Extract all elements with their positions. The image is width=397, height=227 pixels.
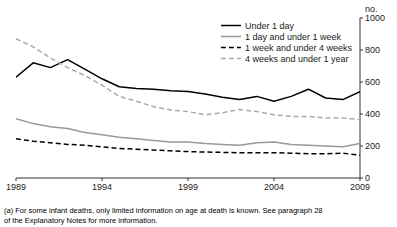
legend-swatch bbox=[221, 25, 241, 27]
y-tick-label: 600 bbox=[365, 77, 380, 87]
y-tick bbox=[360, 50, 363, 51]
y-tick-label: 200 bbox=[365, 141, 380, 151]
legend-swatch bbox=[221, 58, 241, 60]
y-tick bbox=[360, 178, 363, 179]
y-tick-label: 0 bbox=[365, 173, 370, 183]
legend-label: 4 weeks and under 1 year bbox=[245, 54, 349, 64]
legend-label: 1 day and under 1 week bbox=[245, 32, 342, 42]
x-tick-label: 1989 bbox=[6, 182, 26, 192]
legend-label: Under 1 day bbox=[245, 21, 295, 31]
y-tick-label: 1000 bbox=[365, 13, 385, 23]
x-tick bbox=[274, 178, 275, 181]
legend-label: 1 week and under 4 weeks bbox=[245, 43, 353, 53]
y-tick bbox=[360, 114, 363, 115]
y-tick bbox=[360, 82, 363, 83]
x-tick-label: 1994 bbox=[92, 182, 112, 192]
legend-swatch bbox=[221, 36, 241, 38]
x-tick bbox=[16, 178, 17, 181]
series-line bbox=[16, 60, 360, 102]
y-axis-line bbox=[360, 18, 361, 178]
x-tick bbox=[188, 178, 189, 181]
chart: 1989 1994 1999 2004 20090 200 400 600 800 1000no.… bbox=[0, 0, 397, 227]
x-tick bbox=[102, 178, 103, 181]
series-line bbox=[16, 39, 360, 120]
legend: Under 1 day1 day and under 1 week1 week … bbox=[221, 21, 353, 64]
y-axis-label: no. bbox=[365, 4, 378, 14]
plot-area bbox=[16, 39, 360, 155]
x-tick-label: 2004 bbox=[264, 182, 284, 192]
series-line bbox=[16, 119, 360, 147]
y-tick bbox=[360, 146, 363, 147]
x-tick-label: 1999 bbox=[178, 182, 198, 192]
legend-swatch bbox=[221, 47, 241, 49]
y-tick-label: 800 bbox=[365, 45, 380, 55]
y-tick-label: 400 bbox=[365, 109, 380, 119]
footnote: (a) For some infant deaths, only limited… bbox=[4, 206, 323, 225]
x-tick-label: 2009 bbox=[350, 182, 370, 192]
series-line bbox=[16, 139, 360, 155]
y-tick bbox=[360, 18, 363, 19]
